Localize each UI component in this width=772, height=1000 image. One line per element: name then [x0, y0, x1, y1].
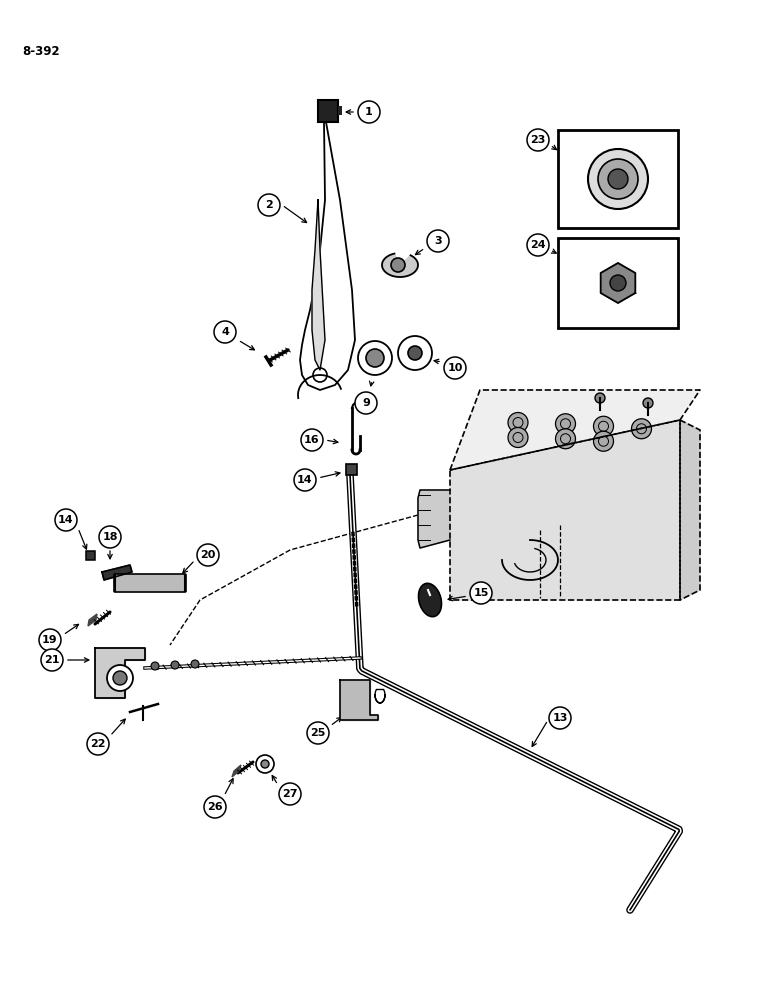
- Text: 20: 20: [200, 550, 215, 560]
- Text: 21: 21: [44, 655, 59, 665]
- Text: 14: 14: [58, 515, 74, 525]
- Circle shape: [391, 258, 405, 272]
- Circle shape: [214, 321, 236, 343]
- Polygon shape: [340, 680, 378, 720]
- Text: 9: 9: [362, 398, 370, 408]
- Circle shape: [427, 230, 449, 252]
- Circle shape: [256, 755, 274, 773]
- Circle shape: [608, 169, 628, 189]
- Text: 26: 26: [207, 802, 223, 812]
- Polygon shape: [232, 765, 241, 777]
- Polygon shape: [300, 122, 355, 390]
- Circle shape: [556, 414, 575, 434]
- Bar: [86, 551, 95, 560]
- Text: 13: 13: [552, 713, 567, 723]
- Circle shape: [527, 129, 549, 151]
- Circle shape: [307, 722, 329, 744]
- Circle shape: [358, 341, 392, 375]
- Circle shape: [41, 649, 63, 671]
- Circle shape: [595, 393, 605, 403]
- Bar: [558, 238, 678, 328]
- Circle shape: [197, 544, 219, 566]
- Circle shape: [508, 412, 528, 432]
- Circle shape: [358, 101, 380, 123]
- Text: 2: 2: [265, 200, 273, 210]
- Circle shape: [588, 149, 648, 209]
- Circle shape: [113, 671, 127, 685]
- Circle shape: [508, 428, 528, 448]
- Circle shape: [444, 357, 466, 379]
- FancyBboxPatch shape: [114, 574, 186, 592]
- Circle shape: [258, 194, 280, 216]
- Text: 24: 24: [530, 240, 546, 250]
- Text: 25: 25: [310, 728, 326, 738]
- Circle shape: [151, 662, 159, 670]
- Circle shape: [598, 159, 638, 199]
- Circle shape: [594, 416, 614, 436]
- Text: 27: 27: [283, 789, 298, 799]
- Polygon shape: [418, 490, 450, 548]
- Text: 19: 19: [42, 635, 58, 645]
- Bar: [318, 100, 338, 122]
- Circle shape: [549, 707, 571, 729]
- Text: 23: 23: [530, 135, 546, 145]
- Polygon shape: [312, 200, 325, 370]
- Bar: [558, 130, 678, 228]
- Polygon shape: [601, 263, 635, 303]
- Circle shape: [107, 665, 133, 691]
- Text: 8-392: 8-392: [22, 45, 59, 58]
- Circle shape: [99, 526, 121, 548]
- Circle shape: [594, 431, 614, 451]
- Circle shape: [527, 234, 549, 256]
- Circle shape: [398, 336, 432, 370]
- Polygon shape: [680, 420, 700, 600]
- Circle shape: [301, 429, 323, 451]
- Circle shape: [355, 392, 377, 414]
- Circle shape: [87, 733, 109, 755]
- Bar: [346, 464, 357, 475]
- Circle shape: [39, 629, 61, 651]
- Text: 1: 1: [365, 107, 373, 117]
- Text: 16: 16: [304, 435, 320, 445]
- Circle shape: [470, 582, 492, 604]
- Text: 18: 18: [102, 532, 118, 542]
- Text: 22: 22: [90, 739, 106, 749]
- Text: 14: 14: [297, 475, 313, 485]
- Polygon shape: [88, 614, 97, 626]
- Polygon shape: [450, 420, 680, 600]
- Polygon shape: [450, 390, 700, 470]
- Polygon shape: [95, 648, 145, 698]
- Text: 10: 10: [447, 363, 462, 373]
- Circle shape: [366, 349, 384, 367]
- Ellipse shape: [418, 583, 442, 617]
- Circle shape: [261, 760, 269, 768]
- Circle shape: [204, 796, 226, 818]
- Circle shape: [408, 346, 422, 360]
- Polygon shape: [102, 565, 132, 580]
- Text: 15: 15: [473, 588, 489, 598]
- Circle shape: [191, 660, 199, 668]
- Circle shape: [171, 661, 179, 669]
- Circle shape: [279, 783, 301, 805]
- Bar: [338, 106, 342, 115]
- Circle shape: [55, 509, 77, 531]
- Text: 4: 4: [221, 327, 229, 337]
- Circle shape: [294, 469, 316, 491]
- Circle shape: [610, 275, 626, 291]
- Circle shape: [556, 429, 575, 449]
- Polygon shape: [382, 254, 418, 277]
- Text: 3: 3: [434, 236, 442, 246]
- Circle shape: [643, 398, 653, 408]
- Circle shape: [631, 419, 652, 439]
